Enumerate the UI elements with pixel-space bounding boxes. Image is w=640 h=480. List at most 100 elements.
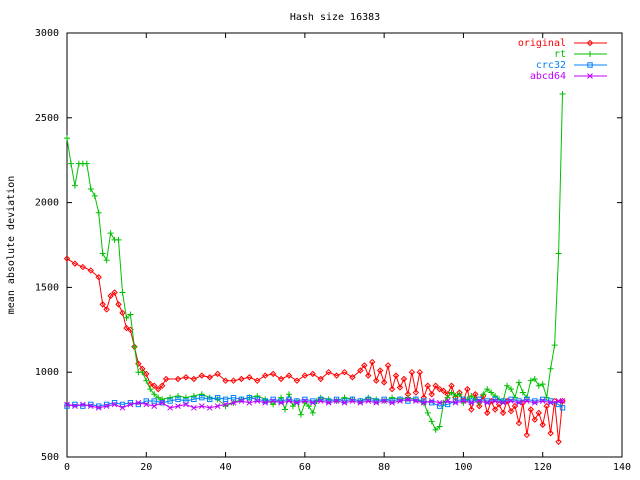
data-point-cross [286,398,292,404]
data-point-plus [278,394,285,401]
data-point-diamond [440,387,447,395]
data-point-plus [436,423,443,430]
series-rt [64,91,566,433]
data-point-cross [159,399,165,406]
data-point-cross [492,398,498,404]
data-point-cross [341,399,348,406]
data-point-plus [147,386,154,393]
x-tick-label: 140 [613,462,631,473]
data-point-diamond [333,372,340,379]
data-point-cross [468,399,475,406]
data-point-diamond [214,370,221,378]
data-point-square [246,394,253,401]
legend-label-crc32: crc32 [536,60,566,71]
data-point-diamond [325,368,332,376]
data-point-plus [587,51,593,57]
data-point-cross [317,398,324,404]
data-point-cross [413,398,419,404]
data-point-plus [519,389,526,396]
data-point-cross [95,404,102,411]
data-point-diamond [162,375,170,383]
data-point-diamond [515,419,523,427]
legend-label-original: original [518,38,566,49]
data-point-cross [206,404,213,411]
series-line-crc32 [66,397,563,409]
data-point-plus [159,396,166,403]
data-point-diamond [491,406,499,413]
data-point-diamond [230,377,237,384]
series-layer [63,91,566,445]
data-point-square [559,405,566,411]
data-point-plus [67,160,74,167]
data-point-diamond [365,372,372,379]
data-point-cross [333,398,340,404]
data-point-plus [282,406,289,413]
series-line-abcd64 [66,398,563,409]
data-point-square [587,62,593,68]
data-point-diamond [158,382,166,389]
data-point-square [159,400,165,406]
data-point-plus [127,311,134,318]
y-tick-label: 500 [41,452,59,463]
data-point-plus [432,426,439,433]
data-point-diamond [476,402,483,410]
data-point-plus [535,382,542,389]
data-point-cross [452,399,459,406]
x-axis: 0 20 40 60 80 100 120 140 [64,33,631,473]
data-point-plus [123,314,130,321]
data-point-cross [151,403,158,409]
x-tick-label: 80 [378,462,390,473]
data-point-diamond [499,409,507,417]
data-point-diamond [408,368,416,376]
data-point-diamond [539,421,546,428]
y-tick-label: 3000 [35,28,59,39]
data-point-plus [389,394,396,401]
data-point-cross [349,398,356,404]
data-point-plus [305,403,312,410]
data-point-plus [139,369,146,376]
data-point-diamond [182,374,190,381]
data-point-diamond [400,375,408,383]
data-point-plus [198,391,205,398]
data-point-diamond [464,385,471,393]
data-point-cross [214,403,221,409]
data-point-diamond [396,384,404,391]
data-point-cross [357,399,364,406]
data-point-square [555,401,562,408]
data-point-diamond [111,289,118,296]
data-point-diamond [424,382,431,389]
data-point-cross [405,396,411,403]
data-point-cross [167,404,173,411]
data-point-diamond [238,375,245,383]
x-tick-label: 60 [299,462,311,473]
data-point-plus [87,186,94,193]
data-point-diamond [436,385,443,393]
data-point-square [119,401,126,408]
data-point-diamond [507,408,515,415]
data-point-diamond [103,306,110,313]
data-point-diamond [206,374,213,381]
data-point-plus [115,236,122,243]
series-line-original [66,258,563,442]
data-point-cross [111,401,118,408]
data-point-cross [143,401,150,408]
y-axis: 500 1000 1500 2000 2500 3000 [35,28,622,463]
data-point-plus [131,343,138,350]
x-tick-label: 120 [534,462,552,473]
data-point-cross [127,401,134,408]
data-point-diamond [480,392,487,400]
data-point-cross [381,398,387,404]
data-point-plus [492,392,499,399]
data-point-diamond [384,362,392,369]
data-point-plus [103,257,110,264]
data-point-diamond [376,367,384,374]
data-point-diamond [547,430,554,437]
x-tick-label: 100 [454,462,472,473]
data-point-cross [64,401,70,408]
data-point-square [175,396,181,403]
series-original [63,255,566,445]
data-point-diamond [523,431,531,439]
data-point-diamond [527,406,535,413]
